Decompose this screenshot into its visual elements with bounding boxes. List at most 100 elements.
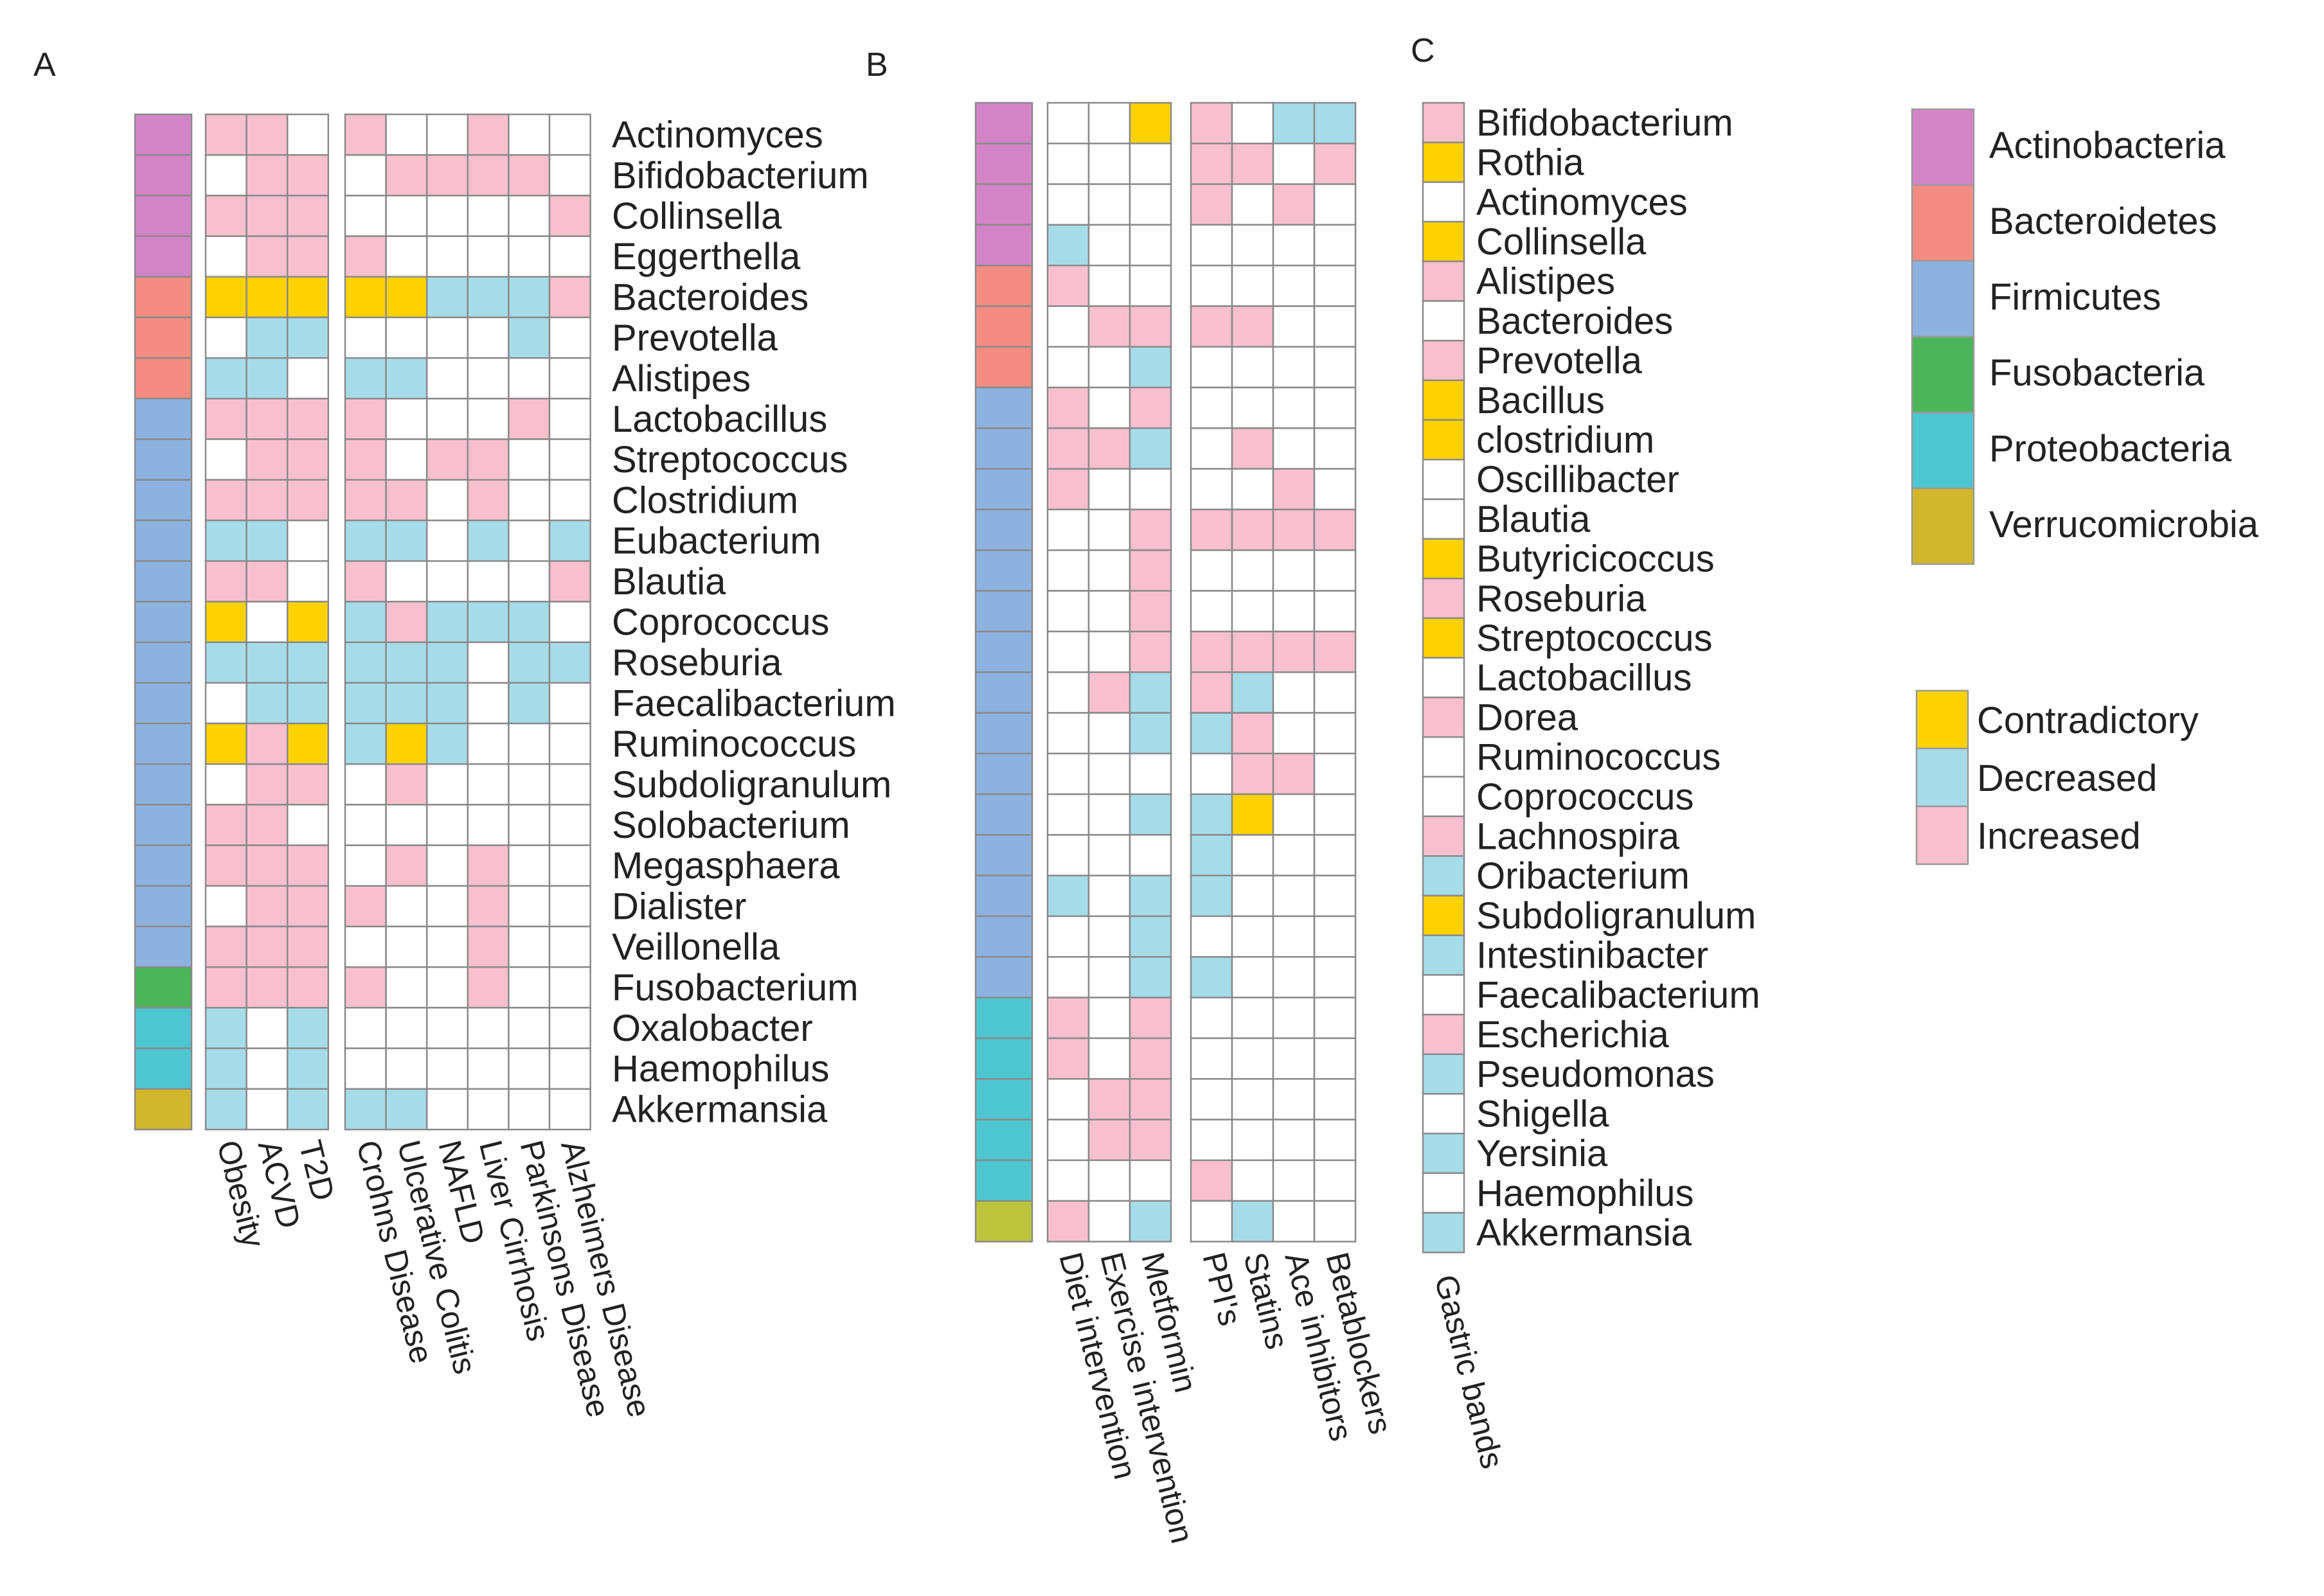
phylum-legend: Actinobacteria Bacteroidetes Firmicutes Fus… [1911, 108, 2259, 565]
phylum-legend-swatch [1911, 184, 1975, 262]
panel-b-group1-cell [1046, 1159, 1090, 1202]
panel-a-group1-cell [246, 276, 289, 319]
panel-a-group2-cell [508, 560, 551, 603]
panel-a-group1-cell [246, 1007, 289, 1049]
panel-a-group1-cell [286, 885, 330, 928]
panel-a-group2-cell [548, 438, 591, 481]
panel-a-group2-cell [385, 154, 428, 197]
panel-b-group1-cell [1087, 1200, 1131, 1243]
panel-a-group2-cell [385, 885, 428, 928]
panel-b-group1-cell [1046, 915, 1090, 958]
panel-b-group1-cell [1046, 1119, 1090, 1162]
panel-c-row-label: Prevotella [1476, 340, 1643, 382]
panel-a-group2-cell [508, 722, 551, 765]
panel-c-row-label: Rothia [1476, 142, 1584, 184]
panel-b-group1-cell [1129, 1077, 1172, 1121]
panel-b-group2-cell [1272, 752, 1316, 795]
panel-b-group1-cell [1129, 671, 1172, 714]
panel-b-group2-cell [1313, 1200, 1357, 1243]
panel-b-group2-cell [1231, 874, 1274, 918]
panel-b-group2-cell [1272, 386, 1316, 429]
panel-a-group2-cell [344, 844, 387, 887]
panel-b-group2-cell [1231, 305, 1274, 348]
panel-a-group1-cell [286, 519, 330, 562]
panel-a-group1-cell [286, 925, 330, 968]
panel-a-group1-cell [204, 398, 247, 440]
panel-b-phylum-cell [974, 915, 1033, 958]
panel-b-group1-cell [1129, 834, 1172, 876]
panel-b-group1-cell [1087, 224, 1131, 267]
panel-b-group1-cell [1046, 1077, 1090, 1121]
panel-a-group2-cell [548, 316, 591, 359]
panel-c-cell [1422, 181, 1465, 223]
panel-a-row-label: Collinsella [612, 195, 782, 237]
panel-b-group2-cell [1231, 956, 1274, 998]
panel-b-group1-cell [1046, 224, 1090, 267]
panel-b-group2-cell [1313, 874, 1357, 918]
panel-a-group2-cell [344, 641, 387, 684]
panel-b-group2-cell [1190, 752, 1233, 795]
panel-a-group1-cell [246, 195, 289, 237]
panel-b-group1-cell [1129, 874, 1172, 918]
panel-a-group2-cell [425, 195, 469, 237]
panel-a-phylum-cell [134, 885, 193, 928]
panel-a-group2-cell [548, 479, 591, 522]
panel-a-group2-cell [508, 479, 551, 522]
panel-c-row-label: Roseburia [1476, 578, 1647, 619]
panel-b-group1-cell [1087, 1037, 1131, 1080]
panel-a-group2-cell [385, 763, 428, 806]
panel-a-group2-cell [344, 560, 387, 603]
panel-b-group2-cell [1231, 102, 1274, 145]
panel-b-group1-cell [1087, 468, 1131, 511]
panel-c-row-label: clostridium [1476, 419, 1654, 461]
phylum-legend-swatch [1911, 411, 1975, 490]
panel-a-group2-cell [344, 925, 387, 968]
status-legend-label: Contradictory [1977, 700, 2199, 741]
panel-b-group2-cell [1272, 712, 1316, 755]
panel-a-group2-cell [508, 966, 551, 1009]
panel-a-group2-cell [385, 479, 428, 522]
panel-b-group2-cell [1231, 712, 1274, 755]
panel-b-group2-cell [1190, 915, 1233, 958]
panel-c-cell [1422, 339, 1465, 382]
panel-a-group1-cell [246, 235, 289, 278]
panel-b-phylum-cell [974, 305, 1033, 348]
panel-b-group2-cell [1190, 183, 1233, 226]
panel-a-group2-cell [548, 1047, 591, 1090]
panel-a-group2-cell [385, 195, 428, 237]
panel-a-group1-cell [286, 1047, 330, 1090]
phylum-legend-swatch [1911, 335, 1975, 414]
panel-a-group2-cell [508, 438, 551, 481]
panel-b-group1-cell [1046, 346, 1090, 389]
panel-c-cell [1422, 1053, 1465, 1095]
panel-a-row-label: Roseburia [612, 642, 782, 684]
panel-a-group1-cell [204, 722, 247, 765]
panel-a-phylum-cell [134, 925, 193, 968]
panel-a-group2-cell [508, 763, 551, 806]
panel-a-group1-cell [204, 235, 247, 278]
panel-b-group2-cell [1231, 508, 1274, 551]
panel-b-group2-cell [1190, 143, 1233, 185]
panel-a-group2-cell [425, 641, 469, 684]
panel-a-row-label: Akkermansia [612, 1088, 828, 1130]
panel-b-group2-cell [1272, 264, 1316, 307]
panel-a-group2-cell [425, 966, 469, 1009]
panel-a-group2-cell [344, 763, 387, 806]
panel-a-group2-cell [425, 885, 469, 928]
phylum-legend-swatch [1911, 260, 1975, 338]
panel-b-group1-cell [1129, 264, 1172, 307]
panel-b-phylum-cell [974, 468, 1033, 511]
panel-a-group2-cell [385, 1007, 428, 1049]
panel-a-group2-cell [548, 804, 591, 846]
panel-b-group2-cell [1190, 834, 1233, 876]
panel-a-group2-cell [508, 113, 551, 156]
panel-a-row-label: Actinomyces [612, 114, 823, 156]
panel-a-phylum-cell [134, 804, 193, 846]
panel-b-group2-cell [1313, 793, 1357, 836]
panel-b-group2-cell [1190, 386, 1233, 429]
panel-a-group1-cell [204, 925, 247, 968]
panel-b-group2-cell [1272, 427, 1316, 470]
panel-b-group1-cell [1046, 305, 1090, 348]
panel-b-group1-cell [1087, 264, 1131, 307]
panel-a-row-label: Megasphaera [612, 845, 840, 887]
